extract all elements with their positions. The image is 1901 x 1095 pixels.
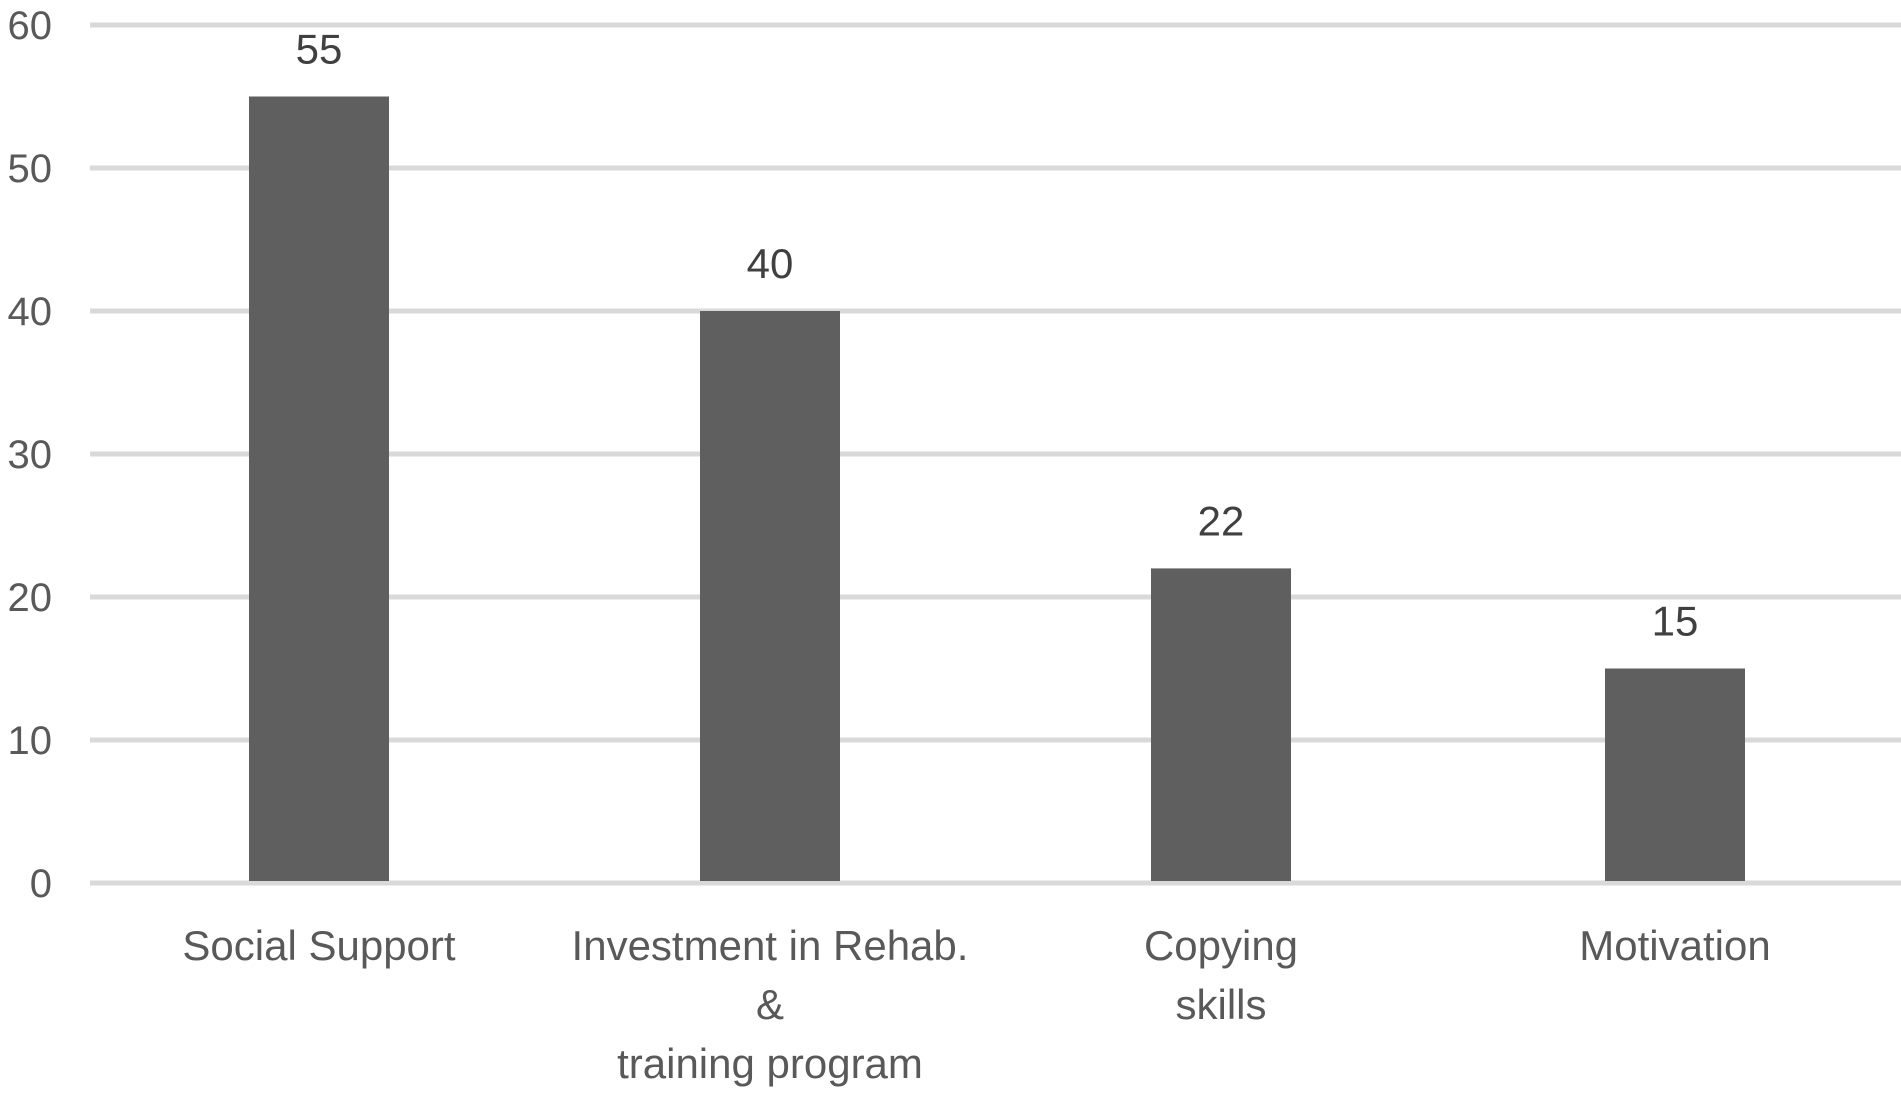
y-tick-label-10: 10: [8, 719, 53, 763]
data-labels: 55 40 22 15: [296, 26, 1699, 645]
x-category-label-0: Social Support: [182, 922, 455, 969]
bar-3: [1605, 668, 1745, 881]
y-tick-label-40: 40: [8, 290, 53, 334]
data-label-0: 55: [296, 26, 343, 73]
data-label-1: 40: [747, 240, 794, 287]
x-axis-category-labels: Social Support Investment in Rehab. & train…: [182, 922, 1770, 1087]
data-label-3: 15: [1652, 598, 1699, 645]
y-tick-label-30: 30: [8, 433, 53, 477]
x-category-label-1: Investment in Rehab. & training program: [572, 922, 969, 1087]
bars: [249, 96, 1745, 881]
y-tick-label-0: 0: [30, 862, 52, 906]
y-tick-label-50: 50: [8, 147, 53, 191]
data-label-2: 22: [1198, 497, 1245, 544]
x-category-label-2: Copying skills: [1144, 922, 1298, 1028]
bar-1: [700, 311, 840, 881]
gridlines: [90, 22, 1901, 886]
y-axis-tick-labels: 0 10 20 30 40 50 60: [8, 4, 53, 906]
bar-0: [249, 96, 389, 881]
y-tick-label-20: 20: [8, 576, 53, 620]
bar-2: [1151, 568, 1291, 881]
y-tick-label-60: 60: [8, 4, 53, 48]
x-category-label-3: Motivation: [1579, 922, 1770, 969]
